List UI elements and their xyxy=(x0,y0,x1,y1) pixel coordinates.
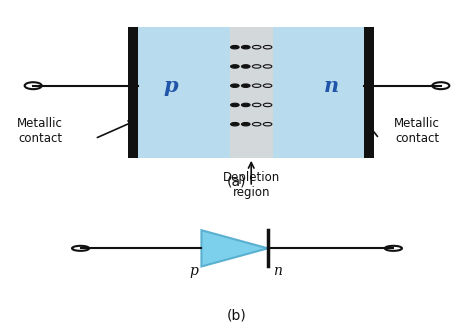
Text: n: n xyxy=(324,76,339,96)
Circle shape xyxy=(242,123,250,126)
Text: (a): (a) xyxy=(227,175,247,189)
Bar xyxy=(364,27,374,158)
Circle shape xyxy=(432,82,449,89)
Circle shape xyxy=(242,103,250,107)
Text: p: p xyxy=(190,264,199,278)
Text: (b): (b) xyxy=(227,308,247,322)
Circle shape xyxy=(242,45,250,49)
Circle shape xyxy=(231,84,239,87)
Bar xyxy=(230,27,273,158)
Circle shape xyxy=(231,45,239,49)
Circle shape xyxy=(231,123,239,126)
Text: p: p xyxy=(164,76,178,96)
Circle shape xyxy=(242,84,250,87)
Circle shape xyxy=(72,246,89,251)
Text: Metallic
contact: Metallic contact xyxy=(18,117,63,145)
Text: Metallic
contact: Metallic contact xyxy=(394,117,440,145)
Bar xyxy=(128,27,138,158)
Circle shape xyxy=(385,246,402,251)
Circle shape xyxy=(231,103,239,107)
Bar xyxy=(128,27,374,158)
Text: n: n xyxy=(273,264,282,278)
Text: Depletion
region: Depletion region xyxy=(223,171,280,200)
Circle shape xyxy=(242,65,250,68)
Circle shape xyxy=(231,65,239,68)
Circle shape xyxy=(25,82,42,89)
Polygon shape xyxy=(201,230,268,267)
